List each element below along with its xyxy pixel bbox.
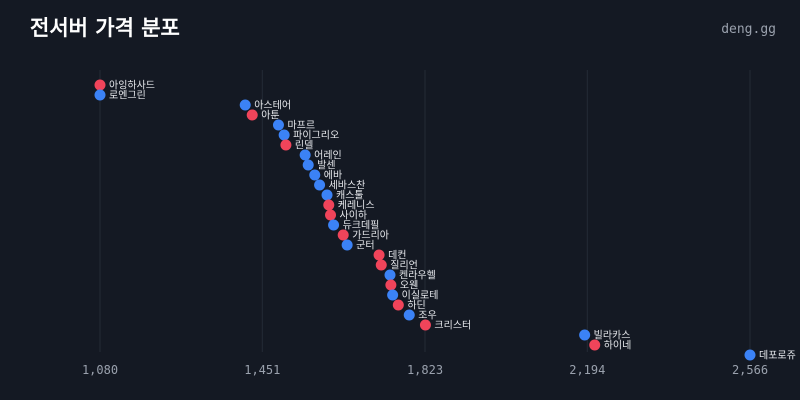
- x-tick-label: 1,451: [244, 363, 280, 377]
- data-point[interactable]: 케레니스: [323, 199, 375, 212]
- x-tick-label: 2,566: [732, 363, 768, 377]
- data-point-marker[interactable]: [302, 159, 314, 171]
- data-point-label: 켄라우헬: [399, 270, 436, 282]
- data-point[interactable]: 빌라카스: [579, 329, 631, 342]
- data-point[interactable]: 켄라우헬: [384, 269, 436, 282]
- data-point-marker[interactable]: [328, 219, 340, 231]
- data-point-marker[interactable]: [323, 199, 335, 211]
- data-point-label: 사이하: [340, 209, 368, 222]
- data-point-marker[interactable]: [272, 119, 284, 131]
- data-point-marker[interactable]: [579, 329, 591, 341]
- data-point-label: 질리언: [390, 260, 418, 272]
- data-point-label: 아스테어: [254, 100, 291, 112]
- data-point[interactable]: 아툰: [246, 109, 280, 122]
- data-point-label: 로엔그린: [109, 90, 146, 102]
- data-point-label: 캐스툴: [336, 190, 364, 202]
- data-point-label: 데포로쥬: [759, 350, 796, 362]
- data-point-marker[interactable]: [94, 89, 106, 101]
- data-point-marker[interactable]: [341, 239, 353, 251]
- data-point-label: 마프르: [287, 120, 315, 132]
- data-point[interactable]: 사이하: [325, 209, 367, 222]
- data-point-label: 조우: [418, 310, 436, 322]
- data-point[interactable]: 어레인: [299, 149, 342, 162]
- data-point-label: 에바: [324, 170, 342, 182]
- header: 전서버 가격 분포 deng.gg: [0, 0, 800, 56]
- x-tick-label: 1,080: [82, 363, 118, 377]
- data-point-label: 이실로테: [402, 290, 439, 302]
- data-point[interactable]: 린델: [280, 139, 313, 152]
- data-point-marker[interactable]: [375, 259, 387, 271]
- data-point-label: 발센: [317, 160, 335, 172]
- data-point-label: 아잉하사드: [109, 79, 155, 92]
- data-point-marker[interactable]: [589, 339, 601, 351]
- data-point-label: 세바스찬: [329, 180, 366, 192]
- data-point[interactable]: 세바스찬: [314, 179, 366, 192]
- data-point[interactable]: 이실로테: [387, 289, 439, 302]
- data-point-label: 하이네: [604, 339, 632, 352]
- data-point-marker[interactable]: [325, 209, 337, 221]
- data-point-marker[interactable]: [239, 99, 251, 111]
- data-point[interactable]: 듀크데필: [328, 219, 380, 232]
- data-point-marker[interactable]: [385, 279, 397, 291]
- data-point-marker[interactable]: [419, 319, 431, 331]
- data-point-label: 크리스터: [434, 320, 471, 332]
- data-point[interactable]: 데포로쥬: [744, 349, 796, 362]
- data-point-label: 빌라카스: [594, 330, 631, 342]
- data-point-label: 군터: [356, 240, 374, 252]
- data-point-marker[interactable]: [246, 109, 258, 121]
- data-point[interactable]: 파이그리오: [278, 129, 340, 142]
- data-point[interactable]: 질리언: [375, 259, 418, 272]
- data-point-marker[interactable]: [299, 149, 311, 161]
- brand-label: deng.gg: [721, 22, 776, 37]
- data-point[interactable]: 군터: [341, 239, 375, 252]
- data-point-marker[interactable]: [278, 129, 290, 141]
- data-point[interactable]: 크리스터: [419, 319, 471, 332]
- data-point-label: 어레인: [314, 150, 342, 162]
- data-point[interactable]: 발센: [302, 159, 336, 172]
- data-point-marker[interactable]: [314, 179, 326, 191]
- data-point-label: 데컨: [388, 250, 406, 262]
- data-point-marker[interactable]: [94, 79, 106, 91]
- page-title: 전서버 가격 분포: [30, 16, 180, 40]
- data-point[interactable]: 하이네: [589, 339, 631, 352]
- data-point[interactable]: 아스테어: [239, 99, 291, 112]
- data-point-marker[interactable]: [309, 169, 321, 181]
- data-point-label: 하딘: [407, 299, 425, 312]
- data-point-marker[interactable]: [384, 269, 396, 281]
- data-point[interactable]: 하딘: [392, 299, 426, 312]
- data-point-label: 파이그리오: [293, 130, 339, 142]
- data-point-marker[interactable]: [392, 299, 404, 311]
- x-tick-label: 2,194: [569, 363, 605, 377]
- data-point[interactable]: 마프르: [272, 119, 315, 132]
- data-point[interactable]: 가드리아: [337, 229, 389, 242]
- data-point-label: 아툰: [261, 110, 279, 122]
- data-point[interactable]: 조우: [403, 309, 437, 322]
- data-point-label: 가드리아: [352, 230, 389, 242]
- data-point-label: 린델: [295, 140, 313, 152]
- data-point-marker[interactable]: [744, 349, 756, 361]
- data-point-marker[interactable]: [337, 229, 349, 241]
- data-point[interactable]: 아잉하사드: [94, 79, 156, 92]
- data-point-label: 듀크데필: [343, 220, 380, 232]
- data-point[interactable]: 오웬: [385, 279, 418, 292]
- data-point-marker[interactable]: [387, 289, 399, 301]
- data-point-label: 오웬: [400, 279, 418, 292]
- x-tick-label: 1,823: [407, 363, 443, 377]
- data-point[interactable]: 데컨: [373, 249, 407, 262]
- data-point-marker[interactable]: [321, 189, 333, 201]
- data-point-label: 케레니스: [338, 200, 375, 212]
- data-point[interactable]: 로엔그린: [94, 89, 146, 102]
- data-point-marker[interactable]: [280, 139, 292, 151]
- data-point[interactable]: 캐스툴: [321, 189, 364, 202]
- data-point-marker[interactable]: [403, 309, 415, 321]
- data-point[interactable]: 에바: [309, 169, 342, 182]
- data-point-marker[interactable]: [373, 249, 385, 261]
